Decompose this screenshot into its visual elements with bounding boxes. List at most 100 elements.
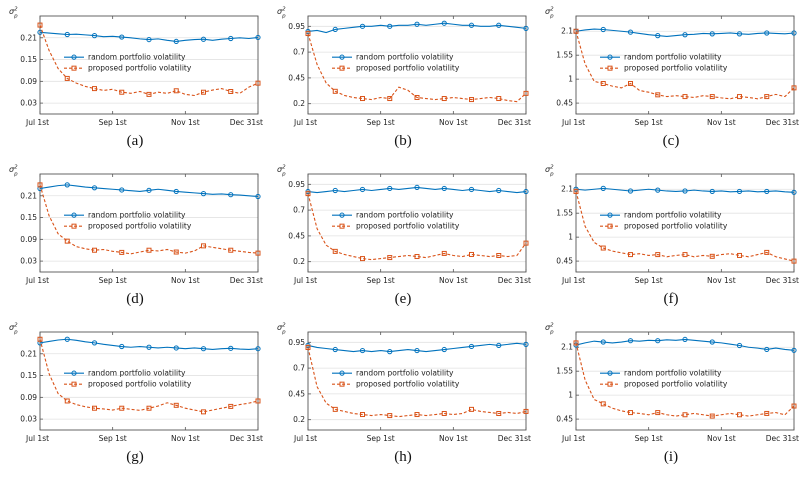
circle-marker [627,188,634,194]
svg-text:0.21: 0.21 [20,349,37,358]
square-marker [255,398,261,404]
y-axis: 0.45 1 1.55 2.1 [556,343,794,424]
square-marker [92,405,97,411]
series-proposed [573,340,797,419]
svg-text:Nov 1st: Nov 1st [171,276,200,285]
svg-text:0.2: 0.2 [293,99,305,108]
square-marker [173,402,179,408]
series-random [573,185,797,195]
legend-label: random portfolio volatility [88,53,186,62]
square-marker [146,91,152,97]
panel-caption-b: (b) [394,133,412,149]
legend-square-marker-icon [71,223,77,229]
svg-text:0.2: 0.2 [293,415,305,424]
svg-text:0.7: 0.7 [293,364,305,373]
circle-marker [523,25,529,31]
svg-text:0.7: 0.7 [293,48,305,57]
legend-square-marker-icon [339,65,345,71]
y-axis: 0.03 0.09 0.15 0.21 [20,33,258,108]
series-proposed [573,28,797,100]
circle-marker [119,187,125,193]
square-marker [737,252,742,258]
svg-text:0.03: 0.03 [20,99,37,108]
svg-text:Nov 1st: Nov 1st [171,434,200,443]
line-chart-g: 0.03 0.09 0.15 0.21 Jul 1st Sep 1st Nov 1st Dec… [9,323,263,444]
circle-marker [91,33,98,39]
svg-text:Dec 31st: Dec 31st [766,118,799,127]
square-marker [64,75,70,81]
circle-marker [387,185,393,192]
series-proposed [37,336,261,415]
square-marker [469,406,474,412]
square-marker [201,409,206,415]
square-marker [228,88,234,94]
circle-marker [228,345,234,351]
circle-marker [496,342,502,349]
series-random [37,336,261,352]
square-marker [146,405,152,411]
svg-text:0.45: 0.45 [288,389,305,398]
svg-text:0.2: 0.2 [293,257,305,266]
square-marker [305,344,311,350]
square-marker [387,413,393,419]
panel-caption-a: (a) [126,133,144,149]
svg-text:1.55: 1.55 [556,209,573,218]
legend-label: random portfolio volatility [356,369,454,378]
circle-marker [441,20,447,26]
circle-marker [441,346,447,353]
svg-text:Dec 31st: Dec 31st [498,118,531,127]
legend-label: proposed portfolio volatility [88,222,192,231]
y-axis-label: σ2 p [545,7,554,20]
svg-text:0.95: 0.95 [288,338,305,347]
circle-marker [627,29,634,35]
plot-box [575,331,795,431]
svg-text:Sep 1st: Sep 1st [367,276,395,285]
square-marker [764,410,770,416]
square-marker [201,243,206,249]
circle-marker [655,338,661,344]
legend-circle-marker-icon [71,54,77,60]
panel-caption-e: (e) [394,291,412,307]
square-marker [791,258,797,264]
plot-box [575,15,795,115]
svg-text:Nov 1st: Nov 1st [439,276,468,285]
square-marker [360,412,365,418]
circle-marker [791,347,797,353]
square-marker [37,336,43,342]
svg-text:0.7: 0.7 [293,206,305,215]
y-axis-label: σ2 p [545,323,554,336]
square-marker [92,247,97,253]
svg-text:Sep 1st: Sep 1st [99,434,127,443]
y-axis: 0.2 0.45 0.7 0.95 [288,180,526,266]
legend-square-marker-icon [607,223,613,229]
legend-square-marker-icon [339,381,345,387]
square-marker [414,94,420,100]
square-marker [332,248,338,254]
circle-marker [682,32,688,38]
circle-marker [764,346,770,353]
svg-text:2.1: 2.1 [561,185,573,194]
legend-label: proposed portfolio volatility [88,64,192,73]
circle-marker [228,35,234,42]
svg-text:Jul 1st: Jul 1st [25,118,49,127]
square-marker [600,245,606,251]
svg-text:1.55: 1.55 [556,367,573,376]
svg-text:Nov 1st: Nov 1st [707,276,736,285]
svg-text:1: 1 [568,391,573,400]
series-proposed [305,191,529,262]
square-marker [64,238,70,244]
circle-marker [523,341,529,347]
circle-marker [600,185,606,191]
circle-marker [414,347,420,354]
plot-box [39,173,259,273]
square-marker [469,251,474,257]
svg-text:1: 1 [568,233,573,242]
legend-label: proposed portfolio volatility [88,380,192,389]
square-marker [173,88,179,94]
square-marker [37,22,43,28]
circle-marker [709,31,715,37]
y-axis-label: σ2 p [9,7,18,20]
circle-marker [414,21,420,27]
circle-marker [359,347,366,354]
svg-text:2.1: 2.1 [561,27,573,36]
